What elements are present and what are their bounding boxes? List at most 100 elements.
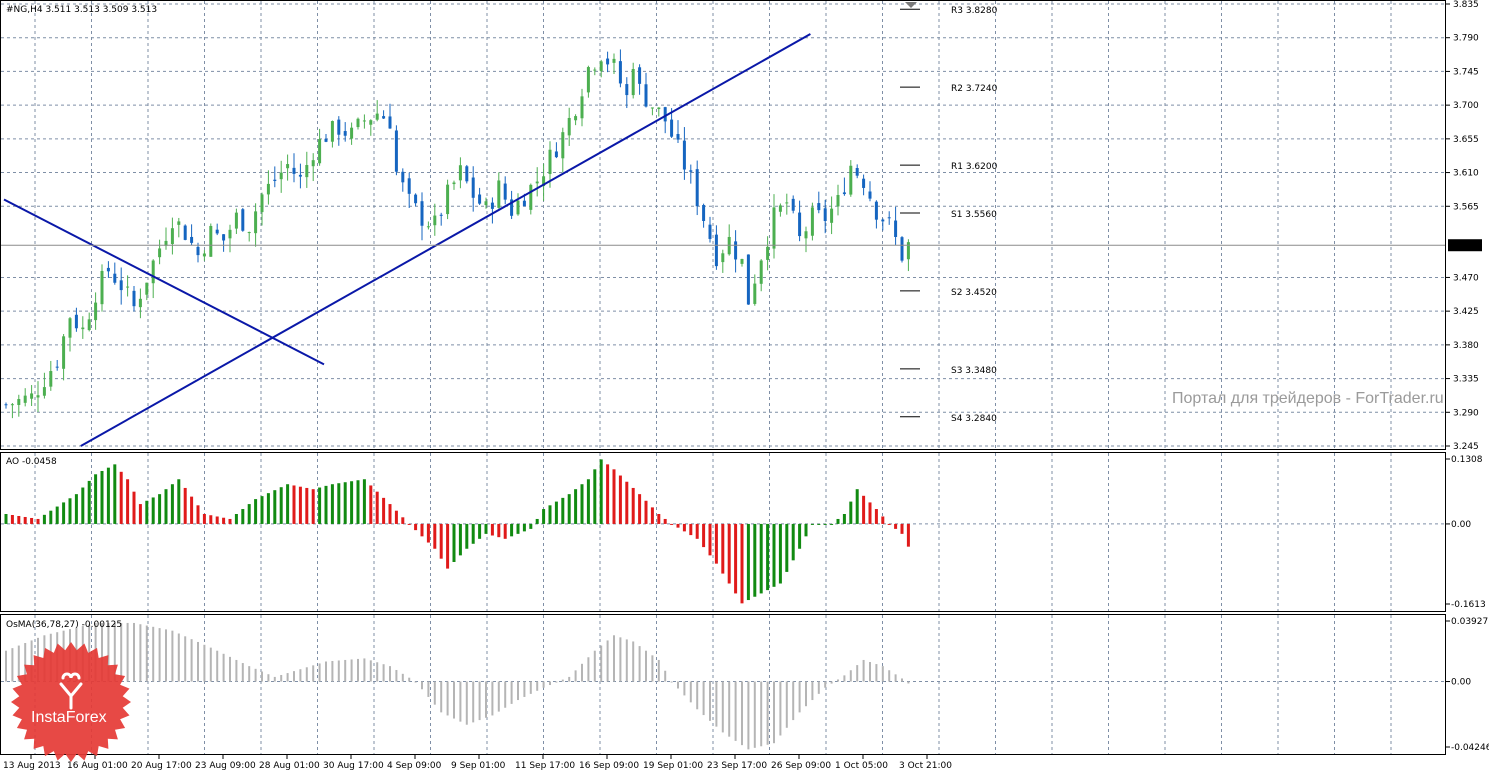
pivot-label-s4: S4 3.2840 [951,414,997,424]
ao-bar [586,479,590,524]
candle [62,334,66,381]
osma-bar [670,681,673,683]
osma-bar [574,670,577,682]
ao-bar [350,481,354,524]
candle [759,259,763,292]
ao-bar [23,516,27,524]
candle [439,212,443,226]
ao-bar [663,518,667,524]
ao-bar [862,495,866,524]
candle [734,230,738,273]
ao-bar [503,523,507,539]
ao-bar [286,484,290,524]
ao-bar [369,485,373,524]
osma-bar [30,640,33,682]
osma-bar [421,681,423,690]
osma-bar [625,639,628,682]
osma-bar [517,681,519,701]
ao-bar [254,499,258,524]
ao-bar [458,523,462,556]
osma-bar [709,681,711,721]
ao-bar [606,464,610,524]
osma-bar [561,679,564,682]
ao-bar [452,523,456,562]
ao-bar [465,523,469,549]
ao-bar [100,470,104,524]
candle [273,166,277,188]
candle [529,183,533,215]
ao-bar [292,485,296,524]
osma-bar [254,668,257,682]
osma-bar [273,676,276,682]
ao-bar [618,475,622,524]
descending-trendline[interactable] [3,198,325,366]
osma-bar [529,681,532,694]
candle [567,107,571,146]
osma-bar [401,673,404,682]
candle [836,184,840,216]
osma-bar [24,642,27,682]
osma-bar [139,624,142,682]
candle [625,77,629,109]
candle [55,359,59,371]
candle [542,163,546,201]
candle [356,117,360,130]
price-axis-tick: 3.835 [1453,0,1479,10]
candle [798,200,802,242]
osma-bar [881,666,884,682]
candle [170,217,174,255]
pivot-label-s3: S3 3.3480 [951,366,997,376]
ao-bar [810,523,814,525]
candle [420,192,424,241]
candle [10,403,14,419]
osma-bar [677,681,679,689]
candle [791,195,795,214]
osma-bar [344,659,347,682]
price-axis-tick: 3.700 [1453,101,1479,111]
osma-bar [785,681,788,728]
price-axis-tick: 3.380 [1453,341,1479,351]
candle [657,107,661,117]
osma-bar [203,644,206,682]
osma-bar [318,663,321,682]
ao-bar [4,514,8,524]
trendlines[interactable] [3,33,811,447]
ascending-trendline[interactable] [80,33,811,447]
osma-bar [305,667,308,682]
price-axis-tick: 3.655 [1453,135,1479,145]
osma-bar [773,681,775,744]
candle [881,218,885,231]
candle [618,49,622,88]
ao-bar [894,523,898,529]
osma-bar [657,659,660,682]
osma-bar [837,679,839,682]
osma-bar [817,681,820,694]
ao-bar [298,486,302,524]
osma-bar [664,670,667,682]
osma-bar [702,681,705,716]
pivot-levels: R3 3.8280 R2 3.7240 R1 3.6200 S1 3.5560 S2 3… [900,6,998,424]
osma-bar [651,655,654,682]
candle [190,224,194,246]
candle [145,282,149,301]
candle [446,179,450,220]
chart-shift-marker[interactable] [905,2,917,8]
candle [638,64,642,95]
pivot-label-s2: S2 3.4520 [951,288,997,298]
ao-bar [42,514,46,524]
osma-bar [126,622,129,682]
candle [350,122,354,145]
candle [234,208,238,234]
time-axis-tick: 13 Aug 2013 [3,761,61,771]
ao-bar [62,502,66,524]
ao-bar [439,523,443,559]
watermark: Портал для трейдеров - ForTrader.ru [1172,390,1444,407]
candle [810,202,814,241]
osma-bar [331,660,334,682]
candle [458,157,462,189]
osma-bar [11,648,14,682]
osma-axis-tick: 0.00 [1451,678,1471,688]
osma-bar [459,681,462,722]
candle [388,103,392,129]
